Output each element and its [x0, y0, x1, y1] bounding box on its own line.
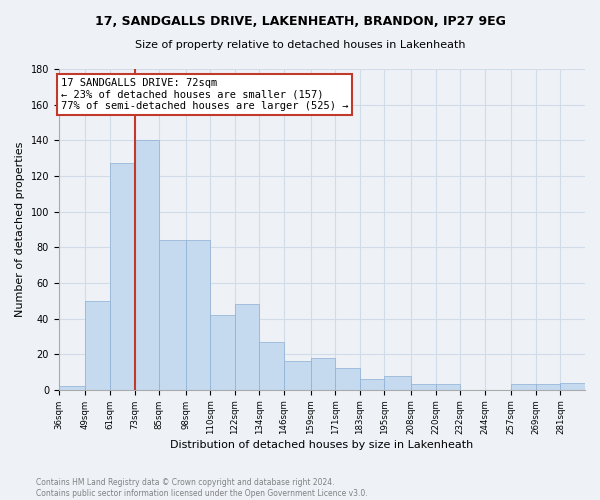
- Y-axis label: Number of detached properties: Number of detached properties: [15, 142, 25, 317]
- Bar: [436, 384, 460, 390]
- Bar: [85, 300, 110, 390]
- Bar: [159, 240, 186, 390]
- Bar: [210, 315, 235, 390]
- Bar: [259, 342, 284, 390]
- Text: 17 SANDGALLS DRIVE: 72sqm
← 23% of detached houses are smaller (157)
77% of semi: 17 SANDGALLS DRIVE: 72sqm ← 23% of detac…: [61, 78, 349, 111]
- Text: Size of property relative to detached houses in Lakenheath: Size of property relative to detached ho…: [135, 40, 465, 50]
- Text: 17, SANDGALLS DRIVE, LAKENHEATH, BRANDON, IP27 9EG: 17, SANDGALLS DRIVE, LAKENHEATH, BRANDON…: [95, 15, 505, 28]
- Bar: [134, 140, 159, 390]
- Bar: [411, 384, 436, 390]
- Bar: [511, 384, 536, 390]
- Text: Contains HM Land Registry data © Crown copyright and database right 2024.
Contai: Contains HM Land Registry data © Crown c…: [36, 478, 368, 498]
- X-axis label: Distribution of detached houses by size in Lakenheath: Distribution of detached houses by size …: [170, 440, 473, 450]
- Bar: [360, 379, 385, 390]
- Bar: [385, 376, 411, 390]
- Bar: [186, 240, 210, 390]
- Bar: [284, 362, 311, 390]
- Bar: [110, 164, 134, 390]
- Bar: [560, 382, 585, 390]
- Bar: [235, 304, 259, 390]
- Bar: [59, 386, 85, 390]
- Bar: [536, 384, 560, 390]
- Bar: [335, 368, 360, 390]
- Bar: [311, 358, 335, 390]
